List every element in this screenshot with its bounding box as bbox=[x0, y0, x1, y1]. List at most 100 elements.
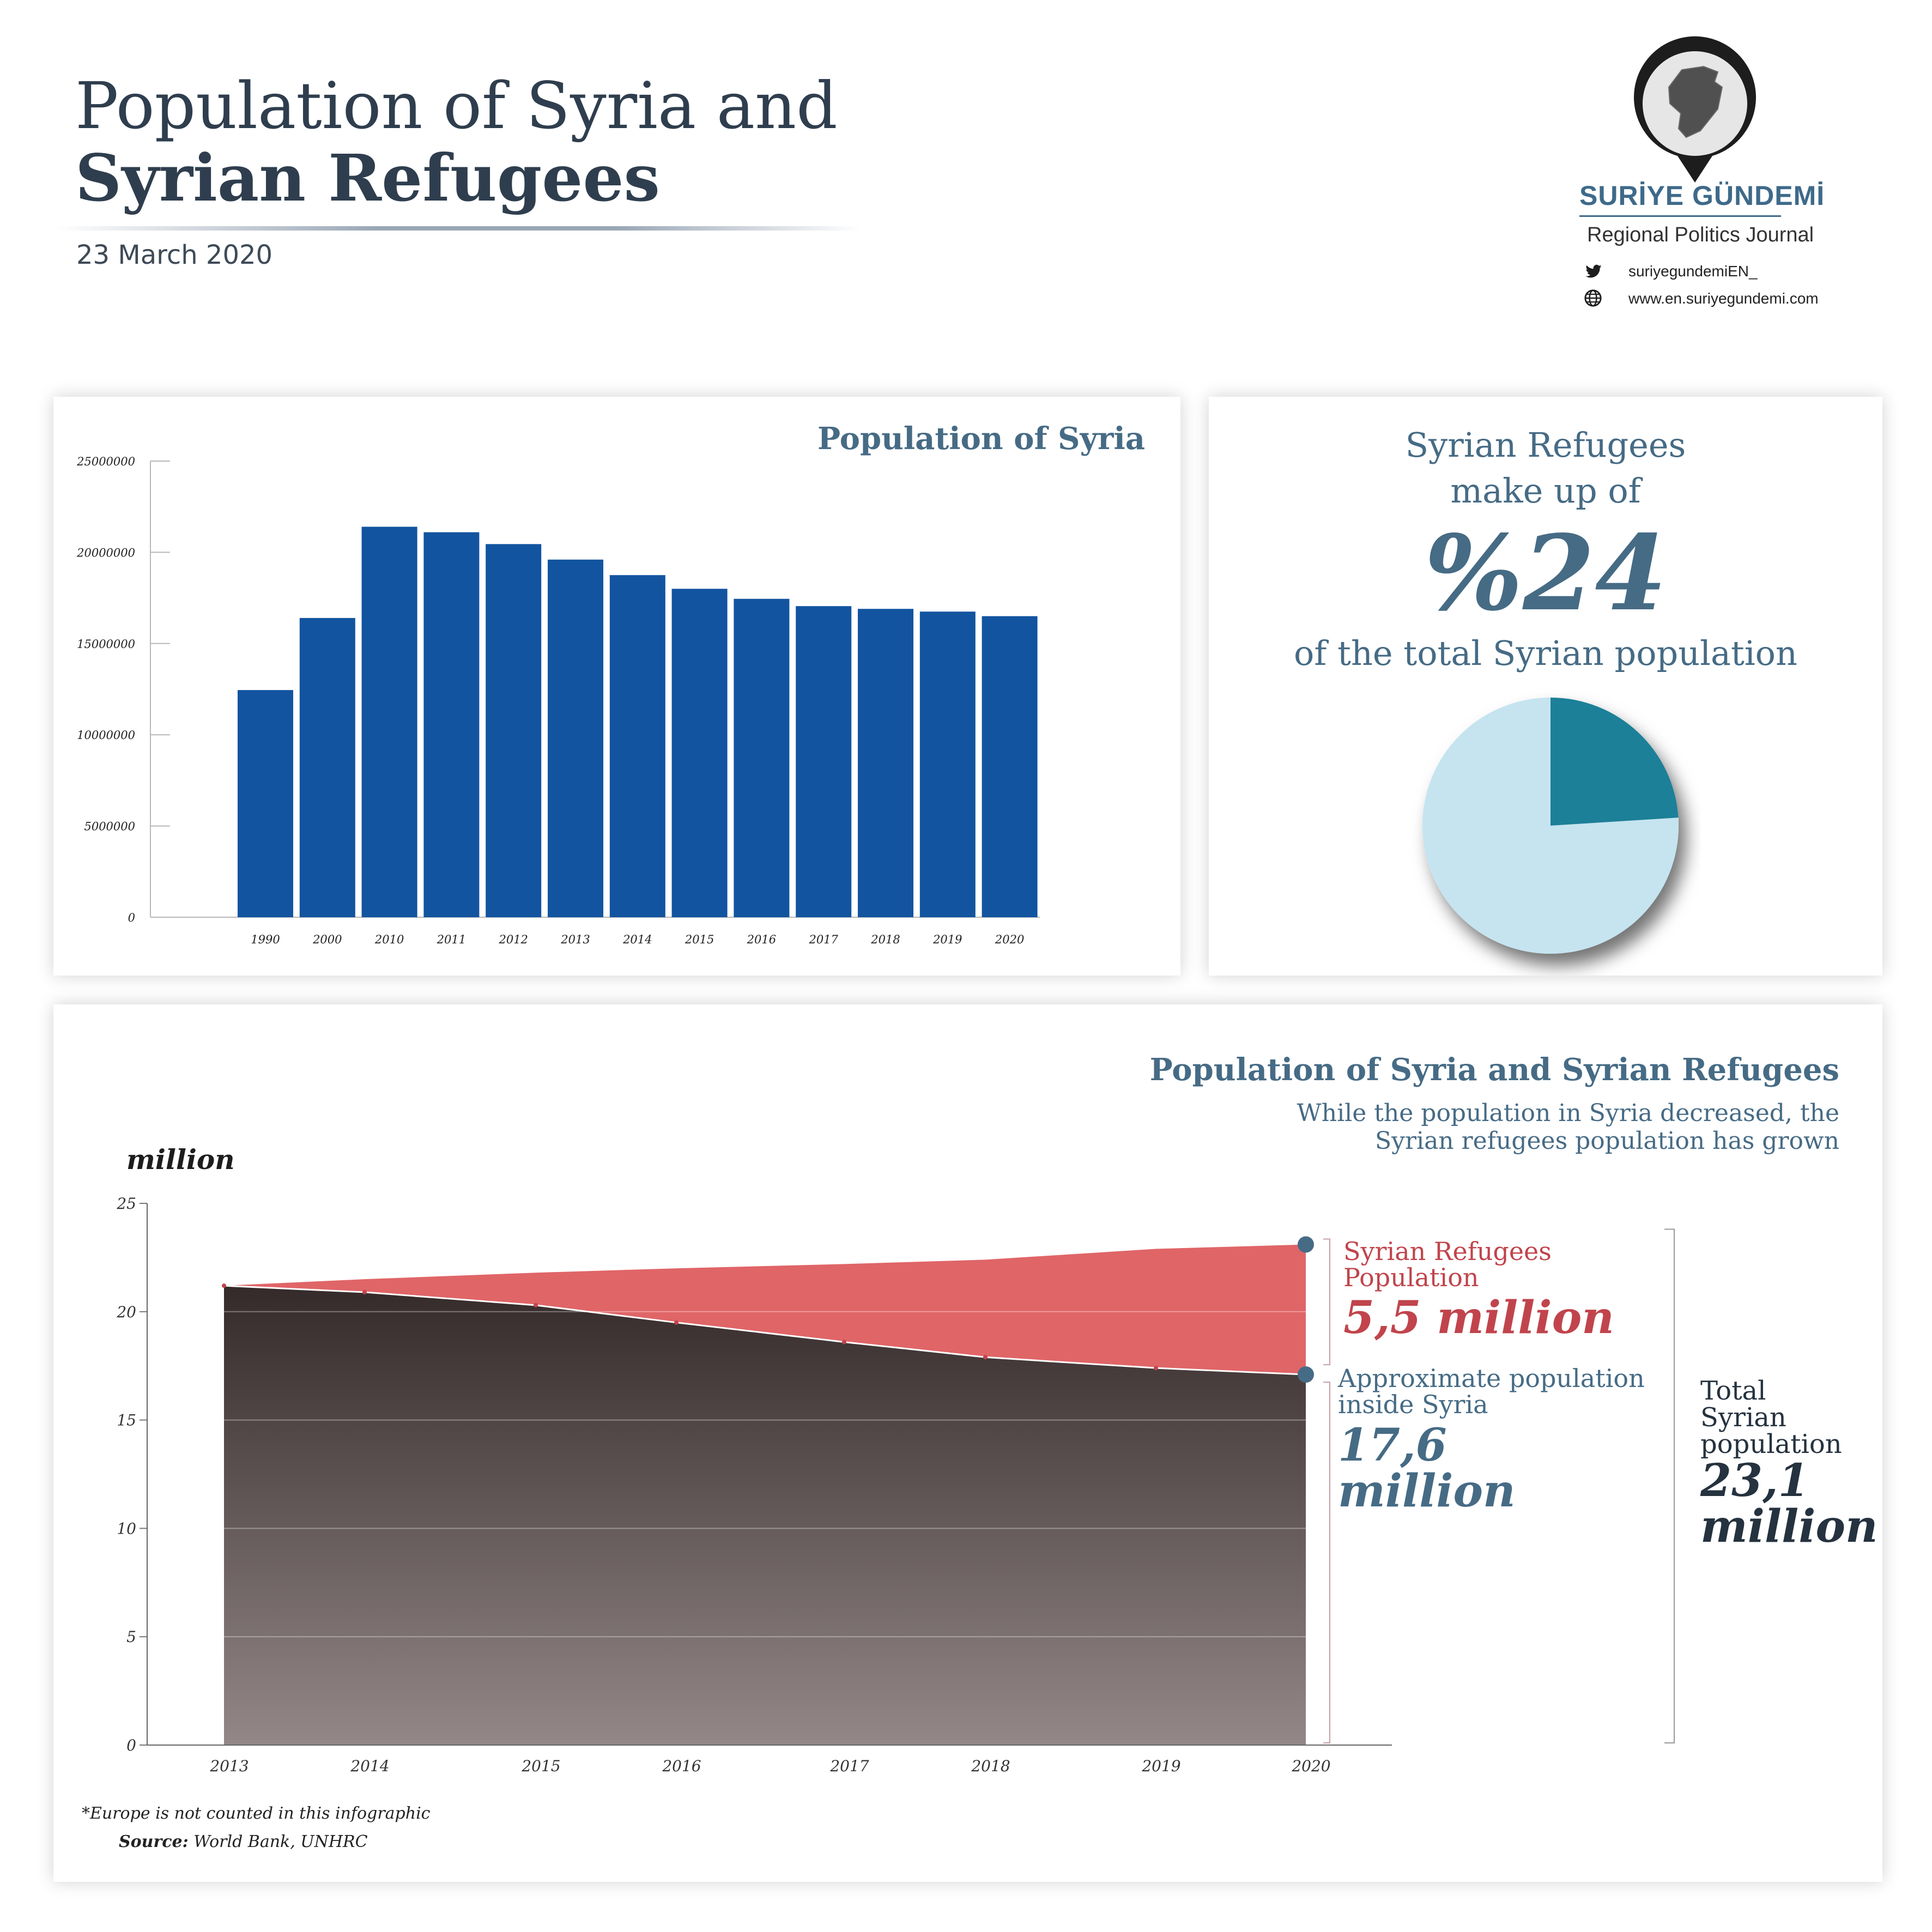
refugee-bracket bbox=[1323, 1238, 1330, 1366]
bar-x-tick-label: 2018 bbox=[870, 933, 900, 946]
area-y-tick-label: 20 bbox=[116, 1303, 136, 1321]
publish-date: 23 March 2020 bbox=[76, 240, 273, 270]
logo-subtitle: Regional Politics Journal bbox=[1587, 223, 1814, 246]
inside-syria-value: 17,6 million bbox=[1338, 1419, 1516, 1518]
bar-x-tick-label: 2017 bbox=[808, 933, 838, 946]
total-population-value: 23,1 million bbox=[1700, 1458, 1878, 1553]
total-label-line2: Syrian bbox=[1700, 1402, 1786, 1433]
bar-x-tick-label: 1990 bbox=[251, 933, 280, 946]
refugee-value: 5,5 million bbox=[1343, 1292, 1614, 1344]
bar-y-tick-label: 15000000 bbox=[77, 638, 135, 651]
bar-x-tick-label: 2013 bbox=[560, 933, 590, 946]
inside-syria-point bbox=[842, 1340, 846, 1344]
bar-x-tick-label: 2019 bbox=[932, 933, 962, 946]
pie-text-line3: of the total Syrian population bbox=[1294, 633, 1797, 673]
logo-name: SURİYE GÜNDEMİ bbox=[1579, 180, 1825, 211]
inside-label-line1: Approximate population bbox=[1338, 1364, 1645, 1393]
population-area-chart: 0 5 10 15 20 25 2013 2014 2015 2016 2017 2018 2019 20… bbox=[116, 1195, 1675, 1775]
bar-chart-title: Population of Syria bbox=[817, 421, 1146, 457]
bar-y-tick-label: 10000000 bbox=[77, 729, 135, 742]
footnote: *Europe is not counted in this infograph… bbox=[82, 1804, 431, 1823]
pie-slice-refugees bbox=[1551, 698, 1679, 826]
area-y-tick-label: 0 bbox=[126, 1736, 136, 1754]
population-bar bbox=[238, 690, 293, 917]
population-bar bbox=[734, 598, 790, 917]
inside-syria-point bbox=[222, 1283, 226, 1288]
area-x-tick-label: 2018 bbox=[971, 1757, 1010, 1775]
area-x-tick-label: 2017 bbox=[829, 1757, 869, 1775]
twitter-handle: suriyegundemiEN_ bbox=[1628, 263, 1758, 280]
refugee-label-line2: Population bbox=[1343, 1263, 1479, 1293]
population-bar bbox=[982, 616, 1038, 917]
bar-y-tick-label: 25000000 bbox=[76, 455, 135, 468]
population-bar bbox=[423, 532, 480, 917]
total-bracket bbox=[1664, 1228, 1675, 1743]
bar-y-tick-label: 0 bbox=[128, 911, 135, 924]
area-chart-subtitle: While the population in Syria decreased,… bbox=[1297, 1099, 1840, 1155]
pie-text-line2: make up of bbox=[1450, 471, 1641, 511]
inside-value-line1: 17,6 bbox=[1338, 1419, 1447, 1471]
area-y-tick-label: 5 bbox=[126, 1628, 136, 1646]
area-x-tick-label: 2014 bbox=[350, 1757, 389, 1775]
refugee-share-pie bbox=[1422, 698, 1679, 954]
inside-label-line2: inside Syria bbox=[1338, 1390, 1488, 1420]
area-x-tick-label: 2013 bbox=[209, 1757, 249, 1775]
area-x-tick-label: 2019 bbox=[1141, 1757, 1180, 1775]
bar-x-tick-label: 2011 bbox=[437, 933, 466, 946]
refugee-label: Syrian Refugees Population bbox=[1343, 1238, 1552, 1291]
population-bar bbox=[609, 575, 665, 917]
inside-syria-line bbox=[223, 1285, 1306, 1376]
area-unit-label: million bbox=[126, 1143, 235, 1176]
bar-y-tick-label: 20000000 bbox=[76, 546, 135, 559]
population-bar bbox=[671, 589, 728, 917]
population-bar bbox=[796, 606, 852, 917]
population-bar bbox=[548, 559, 603, 917]
map-pin-logo-icon bbox=[1634, 36, 1756, 183]
population-bar bbox=[919, 611, 976, 917]
total-value-line2: million bbox=[1700, 1500, 1878, 1553]
inside-syria-point bbox=[362, 1290, 367, 1295]
title-divider bbox=[54, 226, 861, 231]
inside-syria-point bbox=[1154, 1366, 1158, 1371]
area-x-tick-label: 2015 bbox=[521, 1757, 560, 1775]
source-text: World Bank, UNHRC bbox=[188, 1832, 368, 1851]
total-population-label: Total Syrian population bbox=[1700, 1378, 1842, 1458]
logo-divider bbox=[1579, 215, 1781, 217]
area-x-tick-label: 2020 bbox=[1291, 1757, 1330, 1775]
pie-text-line1: Syrian Refugees bbox=[1405, 425, 1686, 465]
pie-slice-rest bbox=[1422, 698, 1679, 954]
twitter-icon bbox=[1585, 264, 1602, 278]
area-subtitle-line1: While the population in Syria decreased,… bbox=[1297, 1099, 1840, 1127]
population-bar bbox=[486, 544, 542, 917]
area-y-tick-label: 25 bbox=[116, 1195, 136, 1213]
total-label-line1: Total bbox=[1700, 1376, 1766, 1406]
inside-value-line2: million bbox=[1338, 1465, 1516, 1518]
population-bar bbox=[858, 609, 913, 917]
inside-syria-point bbox=[674, 1320, 679, 1325]
pie-group bbox=[1422, 698, 1679, 954]
bar-x-tick-label: 2014 bbox=[622, 933, 652, 946]
page-title-line1: Population of Syria and bbox=[75, 68, 838, 143]
population-bar bbox=[299, 617, 355, 917]
inside-end-marker bbox=[1298, 1366, 1314, 1383]
bar-x-tick-label: 2000 bbox=[312, 933, 342, 946]
inside-syria-area bbox=[224, 1286, 1306, 1745]
area-x-tick-label: 2016 bbox=[662, 1757, 701, 1775]
source-line: Source: World Bank, UNHRC bbox=[119, 1832, 368, 1851]
bar-x-tick-label: 2010 bbox=[374, 933, 404, 946]
website-url: www.en.suriyegundemi.com bbox=[1628, 290, 1819, 307]
inside-bracket bbox=[1323, 1382, 1330, 1743]
total-label-line3: population bbox=[1700, 1428, 1842, 1459]
area-y-tick-label: 10 bbox=[117, 1519, 136, 1537]
bar-x-tick-label: 2012 bbox=[498, 933, 528, 946]
twitter-handle-row[interactable]: suriyegundemiEN_ bbox=[1584, 262, 1824, 283]
refugee-end-marker bbox=[1298, 1236, 1314, 1253]
area-chart-title: Population of Syria and Syrian Refugees bbox=[1149, 1052, 1839, 1088]
bar-x-tick-label: 2015 bbox=[685, 933, 714, 946]
website-row[interactable]: www.en.suriyegundemi.com bbox=[1584, 289, 1824, 311]
population-bar-chart: 0 5000000 10000000 15000000 20000000 25000000… bbox=[76, 455, 1040, 946]
page-title-line2: Syrian Refugees bbox=[75, 140, 660, 216]
logo: SURİYE GÜNDEMİ Regional Politics Journal… bbox=[1570, 22, 1824, 327]
inside-syria-point bbox=[983, 1355, 988, 1360]
population-bar bbox=[361, 526, 417, 917]
